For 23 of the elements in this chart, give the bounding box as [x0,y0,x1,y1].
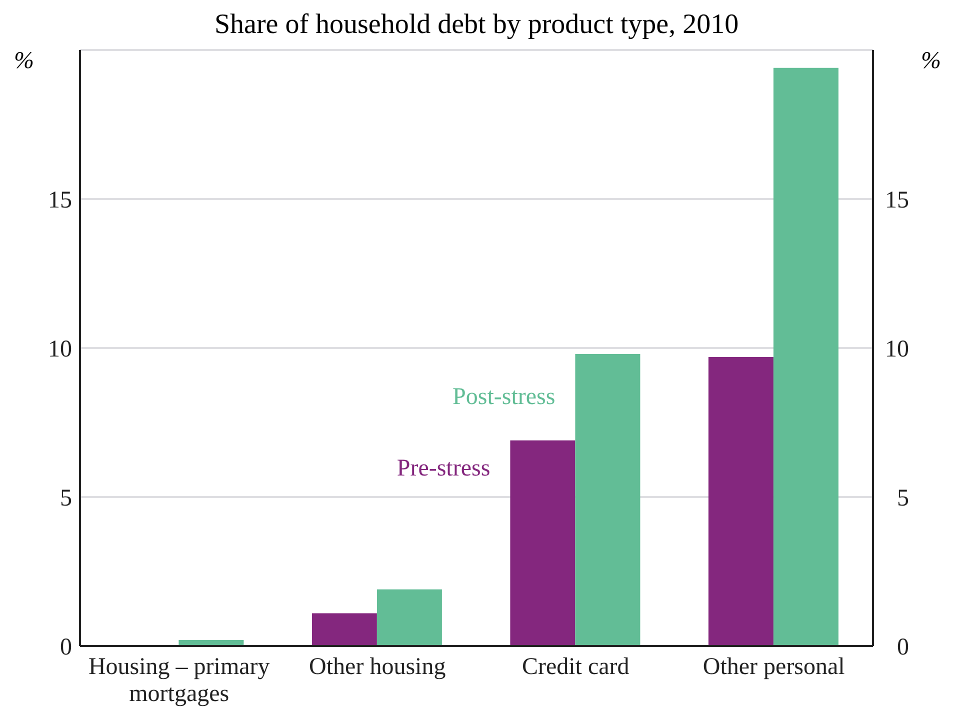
bar [575,354,640,646]
x-tick-label: Other housing [309,654,446,680]
bar [510,440,576,646]
y-axis-title: % [14,48,34,75]
y2-tick-label: 0 [897,634,909,661]
y2-tick-label: 5 [897,486,909,512]
y-tick-label: 10 [48,336,72,363]
x-tick-label: Credit card [522,654,630,680]
y2-axis-title: % [921,48,941,75]
bar [773,68,838,646]
x-tick-label: Other personal [702,654,846,680]
y-tick-label: 5 [60,486,72,512]
x-tick-label: Housing – primary mortgages [88,654,270,707]
bar [312,613,377,646]
series-label: Post-stress [452,384,556,410]
chart-title: Share of household debt by product type, 2010 [213,8,740,42]
y-tick-label: 0 [60,634,72,661]
y2-tick-label: 10 [885,336,909,363]
y2-tick-label: 15 [885,188,909,214]
bar [376,589,442,646]
y-tick-label: 15 [48,188,72,214]
series-label: Pre-stress [396,455,490,482]
bar [708,356,774,646]
